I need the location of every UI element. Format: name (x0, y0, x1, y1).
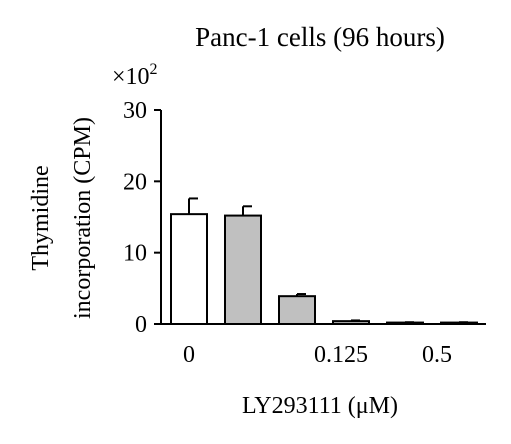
y-tick-label-3: 30 (123, 98, 147, 124)
plot-area: 0 10 20 30 0 0.125 0.5 (123, 98, 486, 368)
y-axis-multiplier-exponent: 2 (150, 61, 158, 78)
bar-0 (170, 213, 208, 325)
y-axis-label-line2: incorporation (CPM) (70, 117, 96, 319)
bar-2 (278, 295, 316, 325)
x-tick-label-0: 0 (183, 342, 195, 368)
chart-title: Panc-1 cells (96 hours) (195, 22, 445, 52)
y-tick-label-1: 10 (123, 241, 147, 267)
y-axis-label-line2-group: incorporation (CPM) (70, 117, 96, 319)
x-tick-label-2: 0.5 (422, 342, 452, 368)
y-axis-multiplier: ×102 (112, 61, 158, 90)
x-axis-label: LY293111 (μM) (242, 393, 398, 419)
y-tick-label-0: 0 (135, 312, 147, 338)
x-tick-label-1: 0.125 (314, 342, 368, 368)
y-axis-label-line1: Thymidine (28, 165, 54, 270)
y-axis-label-line1-group: Thymidine (28, 165, 54, 270)
y-axis-multiplier-base: ×10 (112, 64, 150, 90)
bar-1 (224, 214, 262, 325)
y-tick-label-2: 20 (123, 169, 147, 195)
